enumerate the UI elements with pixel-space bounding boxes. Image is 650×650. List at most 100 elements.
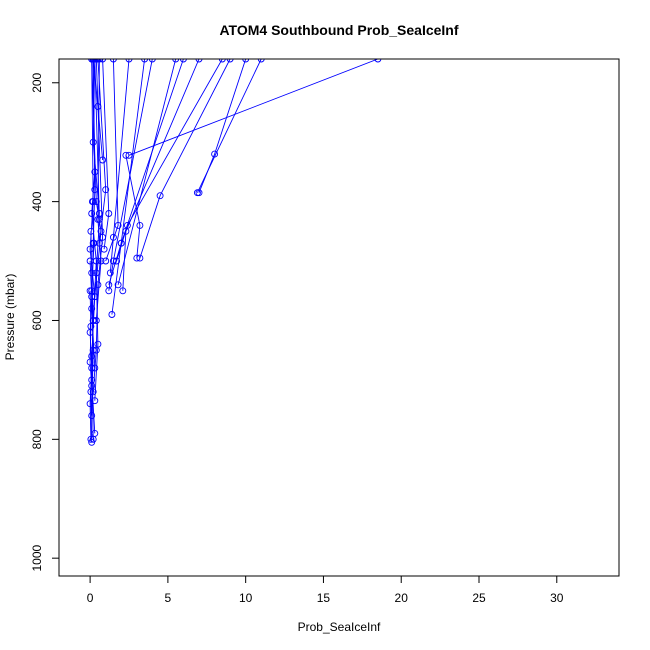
y-tick-label: 1000 <box>30 545 44 572</box>
series-line <box>117 59 177 285</box>
data-point <box>109 233 117 241</box>
data-point <box>88 438 96 446</box>
data-point <box>172 59 180 63</box>
data-point <box>92 317 100 324</box>
data-point <box>106 269 114 277</box>
data-lines <box>89 59 379 443</box>
data-point <box>88 210 96 217</box>
series-line <box>89 290 93 386</box>
data-point <box>148 59 156 63</box>
data-point <box>87 227 95 235</box>
data-point <box>374 59 382 63</box>
data-point <box>102 186 110 194</box>
series-line <box>97 59 107 244</box>
data-point <box>92 59 100 63</box>
data-point <box>109 257 117 265</box>
data-point <box>123 221 131 229</box>
data-point <box>89 239 97 247</box>
data-point <box>105 287 113 295</box>
data-point <box>136 254 144 262</box>
x-axis: 0 5 10 15 20 25 30 <box>87 575 564 605</box>
data-point <box>156 192 164 200</box>
data-point <box>89 346 97 354</box>
data-point <box>89 59 97 63</box>
chart-title: ATOM4 Southbound Prob_SeaIceInf <box>219 22 458 38</box>
series-line <box>198 59 247 193</box>
data-point <box>195 189 203 197</box>
data-point <box>119 287 127 295</box>
data-points <box>86 59 382 446</box>
data-point <box>99 59 107 63</box>
data-point <box>125 151 133 159</box>
y-axis-label: Pressure (mbar) <box>3 274 17 361</box>
series-line <box>125 155 141 259</box>
data-point <box>211 150 219 158</box>
data-point <box>109 59 117 63</box>
data-point <box>89 317 97 324</box>
series-line <box>94 59 100 401</box>
data-point <box>133 254 141 262</box>
data-point <box>86 358 94 366</box>
y-tick-label: 200 <box>30 72 44 92</box>
data-point <box>94 215 102 223</box>
data-point <box>88 382 96 390</box>
data-point <box>95 59 103 63</box>
data-point <box>242 59 250 63</box>
data-point <box>86 257 94 265</box>
data-point <box>195 59 203 63</box>
data-point <box>100 245 108 253</box>
x-tick-label: 15 <box>317 591 331 605</box>
data-point <box>97 257 105 265</box>
series-line <box>128 59 379 156</box>
data-point <box>218 59 226 63</box>
data-point <box>99 156 107 164</box>
data-point <box>91 364 99 372</box>
data-point <box>92 269 100 277</box>
series-line <box>92 59 100 214</box>
data-point <box>117 239 125 247</box>
data-point <box>91 168 99 176</box>
data-point <box>102 257 110 265</box>
x-tick-label: 25 <box>472 591 486 605</box>
y-tick-label: 600 <box>30 310 44 330</box>
x-tick-label: 5 <box>165 591 172 605</box>
x-axis-label: Prob_SeaIceInf <box>298 620 381 634</box>
data-point <box>105 210 113 217</box>
data-point <box>257 59 265 63</box>
data-point <box>179 59 187 63</box>
data-point <box>141 59 149 63</box>
series-line <box>92 59 104 392</box>
x-tick-label: 20 <box>395 591 409 605</box>
data-point <box>86 287 94 295</box>
data-point <box>86 245 94 253</box>
data-point <box>86 400 94 408</box>
data-point <box>114 281 122 289</box>
data-point <box>94 103 102 110</box>
data-point <box>88 412 96 420</box>
data-point <box>88 305 96 313</box>
data-point <box>87 435 95 443</box>
data-point <box>91 186 99 194</box>
y-tick-label: 400 <box>30 191 44 211</box>
data-point <box>88 198 96 206</box>
data-point <box>99 233 107 241</box>
y-axis: 200 400 600 800 1000 <box>30 72 60 572</box>
data-point <box>88 269 96 277</box>
x-tick-label: 10 <box>239 591 253 605</box>
data-point <box>87 322 95 330</box>
data-point <box>114 221 122 229</box>
data-point <box>89 138 97 146</box>
plot-frame <box>58 58 620 577</box>
data-point <box>226 59 234 63</box>
series-line <box>111 59 184 315</box>
data-point <box>113 257 121 265</box>
series-line <box>105 59 119 262</box>
x-tick-label: 30 <box>550 591 564 605</box>
y-tick-label: 800 <box>30 429 44 449</box>
data-point <box>92 346 100 354</box>
data-point <box>136 221 144 229</box>
series-line <box>109 59 130 273</box>
x-tick-label: 0 <box>87 591 94 605</box>
